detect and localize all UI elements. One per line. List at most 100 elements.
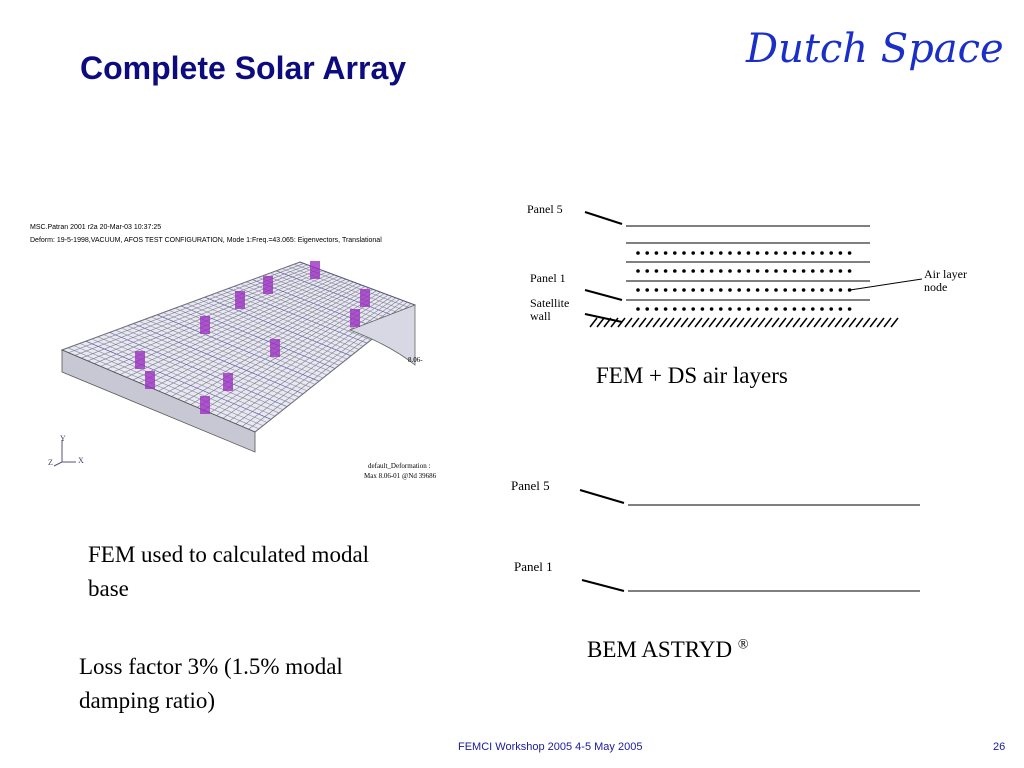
air-node: [737, 288, 741, 292]
air-node: [645, 307, 649, 311]
air-node: [728, 307, 732, 311]
mesh-line: [216, 296, 393, 416]
air-node: [801, 307, 806, 311]
air-node: [709, 307, 714, 311]
air-node: [709, 269, 714, 273]
air-node: [663, 307, 668, 311]
fem-diagram: [584, 211, 923, 328]
hatch-line: [589, 317, 598, 328]
air-node: [691, 269, 695, 273]
hatch-line: [729, 317, 738, 328]
hatch-line: [757, 317, 766, 328]
axis-label: Y: [60, 434, 66, 443]
hatch-line: [645, 317, 654, 328]
mesh-line: [190, 290, 377, 405]
fem-mesh: [53, 261, 417, 467]
mass-node: [263, 276, 273, 294]
panel-label: Panel 1: [514, 559, 553, 574]
air-node: [783, 307, 787, 311]
note: Loss factor 3% (1.5% modal damping ratio…: [79, 654, 343, 713]
hatch-line: [890, 317, 899, 328]
air-node: [755, 251, 760, 255]
air-node: [654, 307, 659, 311]
air-node: [765, 307, 769, 311]
hatch-line: [750, 317, 759, 328]
air-node: [774, 269, 778, 273]
mass-node: [270, 339, 280, 357]
edge-label: 8.06-: [408, 356, 423, 364]
air-node: [663, 288, 668, 292]
hatch-line: [624, 317, 633, 328]
air-node: [829, 288, 833, 292]
fem-caption: MSC.Patran 2001 r2a 20-Mar-03 10:37:25: [30, 224, 162, 231]
hatch-line: [841, 317, 850, 328]
air-node: [719, 307, 723, 311]
hatch-line: [736, 317, 745, 328]
panel-label: Panel 1: [530, 271, 566, 285]
air-node: [783, 288, 787, 292]
hatch-line: [806, 317, 815, 328]
mesh-edge: [61, 349, 256, 453]
air-node: [737, 251, 741, 255]
mesh-line: [81, 266, 312, 359]
mesh-line: [87, 267, 316, 362]
hatch-line: [848, 317, 857, 328]
air-node: [811, 288, 815, 292]
air-node: [746, 288, 751, 292]
hatch-line: [883, 317, 892, 328]
mass-node: [145, 371, 155, 389]
air-node: [792, 251, 797, 255]
air-node: [645, 269, 649, 273]
hatch-line: [708, 317, 717, 328]
air-node: [792, 269, 797, 273]
fem-legend: default_Deformation :: [368, 462, 431, 470]
air-node: [838, 288, 843, 292]
hatch-line: [827, 317, 836, 328]
air-node: [673, 269, 677, 273]
hatch-line: [799, 317, 808, 328]
air-node: [691, 288, 695, 292]
air-node: [663, 251, 668, 255]
air-node: [774, 288, 778, 292]
air-node: [673, 288, 677, 292]
air-label: Air layer node: [924, 267, 967, 294]
hatch-line: [792, 317, 801, 328]
logo: Dutch Space: [746, 26, 1004, 72]
air-node: [829, 269, 833, 273]
air-node: [700, 269, 705, 273]
hatch-line: [820, 317, 829, 328]
air-node: [682, 251, 686, 255]
air-node: [728, 251, 732, 255]
air-node: [755, 288, 760, 292]
mesh-line: [119, 274, 335, 375]
hatch-line: [638, 317, 647, 328]
hatch-line: [652, 317, 661, 328]
axis-label: X: [78, 456, 84, 465]
air-node: [682, 307, 686, 311]
axis-label: Z: [48, 458, 53, 467]
air-node: [811, 269, 815, 273]
mesh-line: [229, 299, 400, 422]
hatch-line: [834, 317, 843, 328]
mesh-line: [61, 261, 301, 351]
caption-text: BEM ASTRYD: [587, 637, 733, 662]
wall-label: Satellite wall: [530, 296, 570, 323]
mass-node: [310, 261, 320, 279]
air-node: [755, 269, 760, 273]
air-node: [746, 251, 751, 255]
air-node: [838, 307, 843, 311]
air-node: [636, 269, 640, 273]
hatch-line: [666, 317, 675, 328]
air-node: [847, 269, 852, 273]
air-node: [801, 251, 806, 255]
air-node: [737, 269, 741, 273]
page-number: 26: [993, 741, 1006, 753]
air-node: [709, 288, 714, 292]
bem-diagram: [579, 489, 920, 592]
hatch-line: [673, 317, 682, 328]
mesh-line: [145, 280, 350, 386]
hatch-line: [631, 317, 640, 328]
hatch-line: [869, 317, 878, 328]
air-node: [792, 288, 797, 292]
